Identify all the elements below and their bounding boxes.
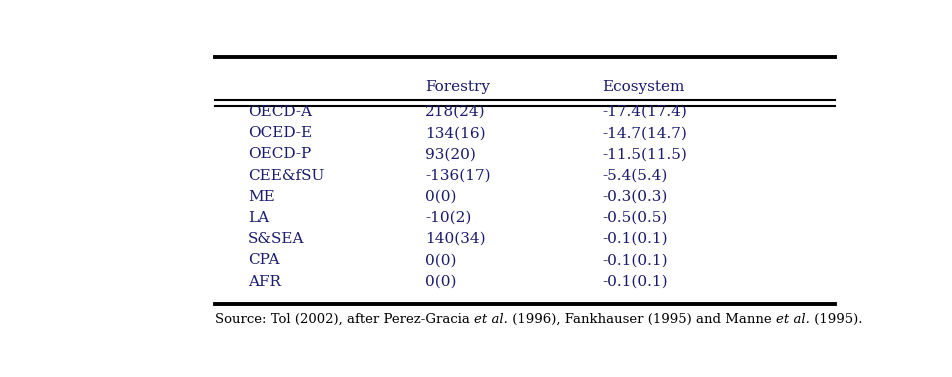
Text: 140(34): 140(34) — [426, 232, 486, 246]
Text: -136(17): -136(17) — [426, 169, 491, 182]
Text: -0.1(0.1): -0.1(0.1) — [603, 232, 668, 246]
Text: -11.5(11.5): -11.5(11.5) — [603, 147, 687, 161]
Text: AFR: AFR — [248, 274, 281, 288]
Text: -0.1(0.1): -0.1(0.1) — [603, 253, 668, 267]
Text: et al.: et al. — [474, 313, 508, 326]
Text: Forestry: Forestry — [426, 80, 490, 94]
Text: 218(24): 218(24) — [426, 105, 486, 119]
Text: 93(20): 93(20) — [426, 147, 476, 161]
Text: 134(16): 134(16) — [426, 126, 486, 140]
Text: 0(0): 0(0) — [426, 274, 457, 288]
Text: -14.7(14.7): -14.7(14.7) — [603, 126, 687, 140]
Text: -0.1(0.1): -0.1(0.1) — [603, 274, 668, 288]
Text: OCED-E: OCED-E — [248, 126, 312, 140]
Text: ME: ME — [248, 190, 275, 204]
Text: -0.5(0.5): -0.5(0.5) — [603, 211, 667, 225]
Text: -10(2): -10(2) — [426, 211, 471, 225]
Text: OECD-P: OECD-P — [248, 147, 311, 161]
Text: (1996), Fankhauser (1995) and Manne: (1996), Fankhauser (1995) and Manne — [508, 313, 776, 326]
Text: -5.4(5.4): -5.4(5.4) — [603, 169, 667, 182]
Text: 0(0): 0(0) — [426, 190, 457, 204]
Text: Source: Tol (2002), after Perez-Gracia: Source: Tol (2002), after Perez-Gracia — [215, 313, 474, 326]
Text: Ecosystem: Ecosystem — [603, 80, 684, 94]
Text: LA: LA — [248, 211, 269, 225]
Text: CPA: CPA — [248, 253, 280, 267]
Text: -17.4(17.4): -17.4(17.4) — [603, 105, 687, 119]
Text: 0(0): 0(0) — [426, 253, 457, 267]
Text: CEE&fSU: CEE&fSU — [248, 169, 325, 182]
Text: et al.: et al. — [776, 313, 809, 326]
Text: S&SEA: S&SEA — [248, 232, 305, 246]
Text: OECD-A: OECD-A — [248, 105, 312, 119]
Text: (1995).: (1995). — [809, 313, 863, 326]
Text: -0.3(0.3): -0.3(0.3) — [603, 190, 667, 204]
